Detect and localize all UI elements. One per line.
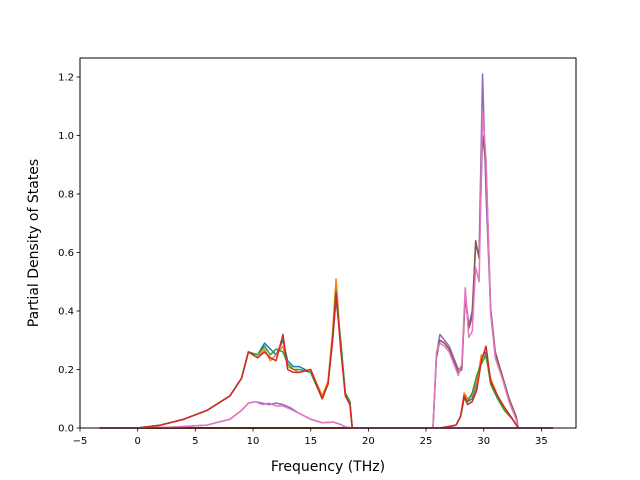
x-tick-label: 20 xyxy=(362,436,375,447)
y-tick-label: 1.0 xyxy=(58,131,74,142)
y-axis: 0.0 0.2 0.4 0.6 0.8 1.0 1.2 xyxy=(58,73,80,435)
plot-area xyxy=(80,58,576,428)
x-tick-label: 5 xyxy=(192,436,198,447)
x-axis-label: Frequency (THz) xyxy=(271,459,385,475)
y-tick-label: 0.6 xyxy=(58,248,74,259)
y-tick-label: 1.2 xyxy=(58,73,74,84)
x-tick-label: −5 xyxy=(73,436,88,447)
x-tick-label: 30 xyxy=(477,436,490,447)
y-tick-label: 0.2 xyxy=(58,365,74,376)
x-tick-label: 15 xyxy=(304,436,317,447)
y-tick-label: 0.4 xyxy=(58,307,74,318)
series-layer xyxy=(99,73,553,429)
x-tick-label: 10 xyxy=(247,436,260,447)
y-tick-label: 0.0 xyxy=(58,424,74,435)
x-tick-label: 25 xyxy=(420,436,433,447)
series-line-6 xyxy=(99,134,553,429)
y-axis-label: Partial Density of States xyxy=(26,159,42,327)
series-line-4 xyxy=(99,292,553,429)
series-line-7 xyxy=(99,111,553,429)
series-line-13 xyxy=(99,400,553,429)
x-axis: −5 0 5 10 15 20 25 30 35 xyxy=(73,428,548,447)
x-tick-label: 35 xyxy=(535,436,548,447)
plot-frame xyxy=(79,57,577,429)
series-line-11 xyxy=(99,345,553,429)
y-tick-label: 0.8 xyxy=(58,190,74,201)
x-tick-label: 0 xyxy=(134,436,140,447)
